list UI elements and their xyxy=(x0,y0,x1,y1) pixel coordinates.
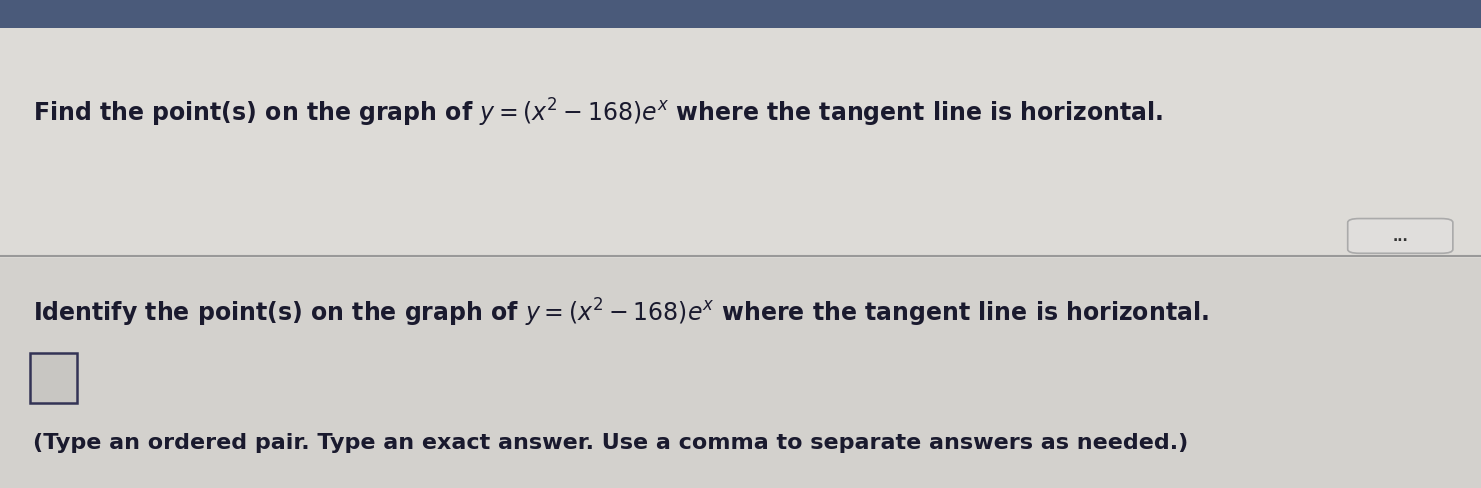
Text: ...: ... xyxy=(1392,230,1408,244)
FancyBboxPatch shape xyxy=(1348,219,1453,254)
Text: Identify the point(s) on the graph of $y = (x^2 - 168)e^x$ where the tangent lin: Identify the point(s) on the graph of $y… xyxy=(33,296,1208,328)
FancyBboxPatch shape xyxy=(30,353,77,404)
Bar xyxy=(0,0,1481,29)
Text: Find the point(s) on the graph of $y = (x^2 - 168)e^x$ where the tangent line is: Find the point(s) on the graph of $y = (… xyxy=(33,96,1163,128)
Text: (Type an ordered pair. Type an exact answer. Use a comma to separate answers as : (Type an ordered pair. Type an exact ans… xyxy=(33,432,1188,451)
Bar xyxy=(0,29,1481,259)
Bar xyxy=(0,259,1481,488)
